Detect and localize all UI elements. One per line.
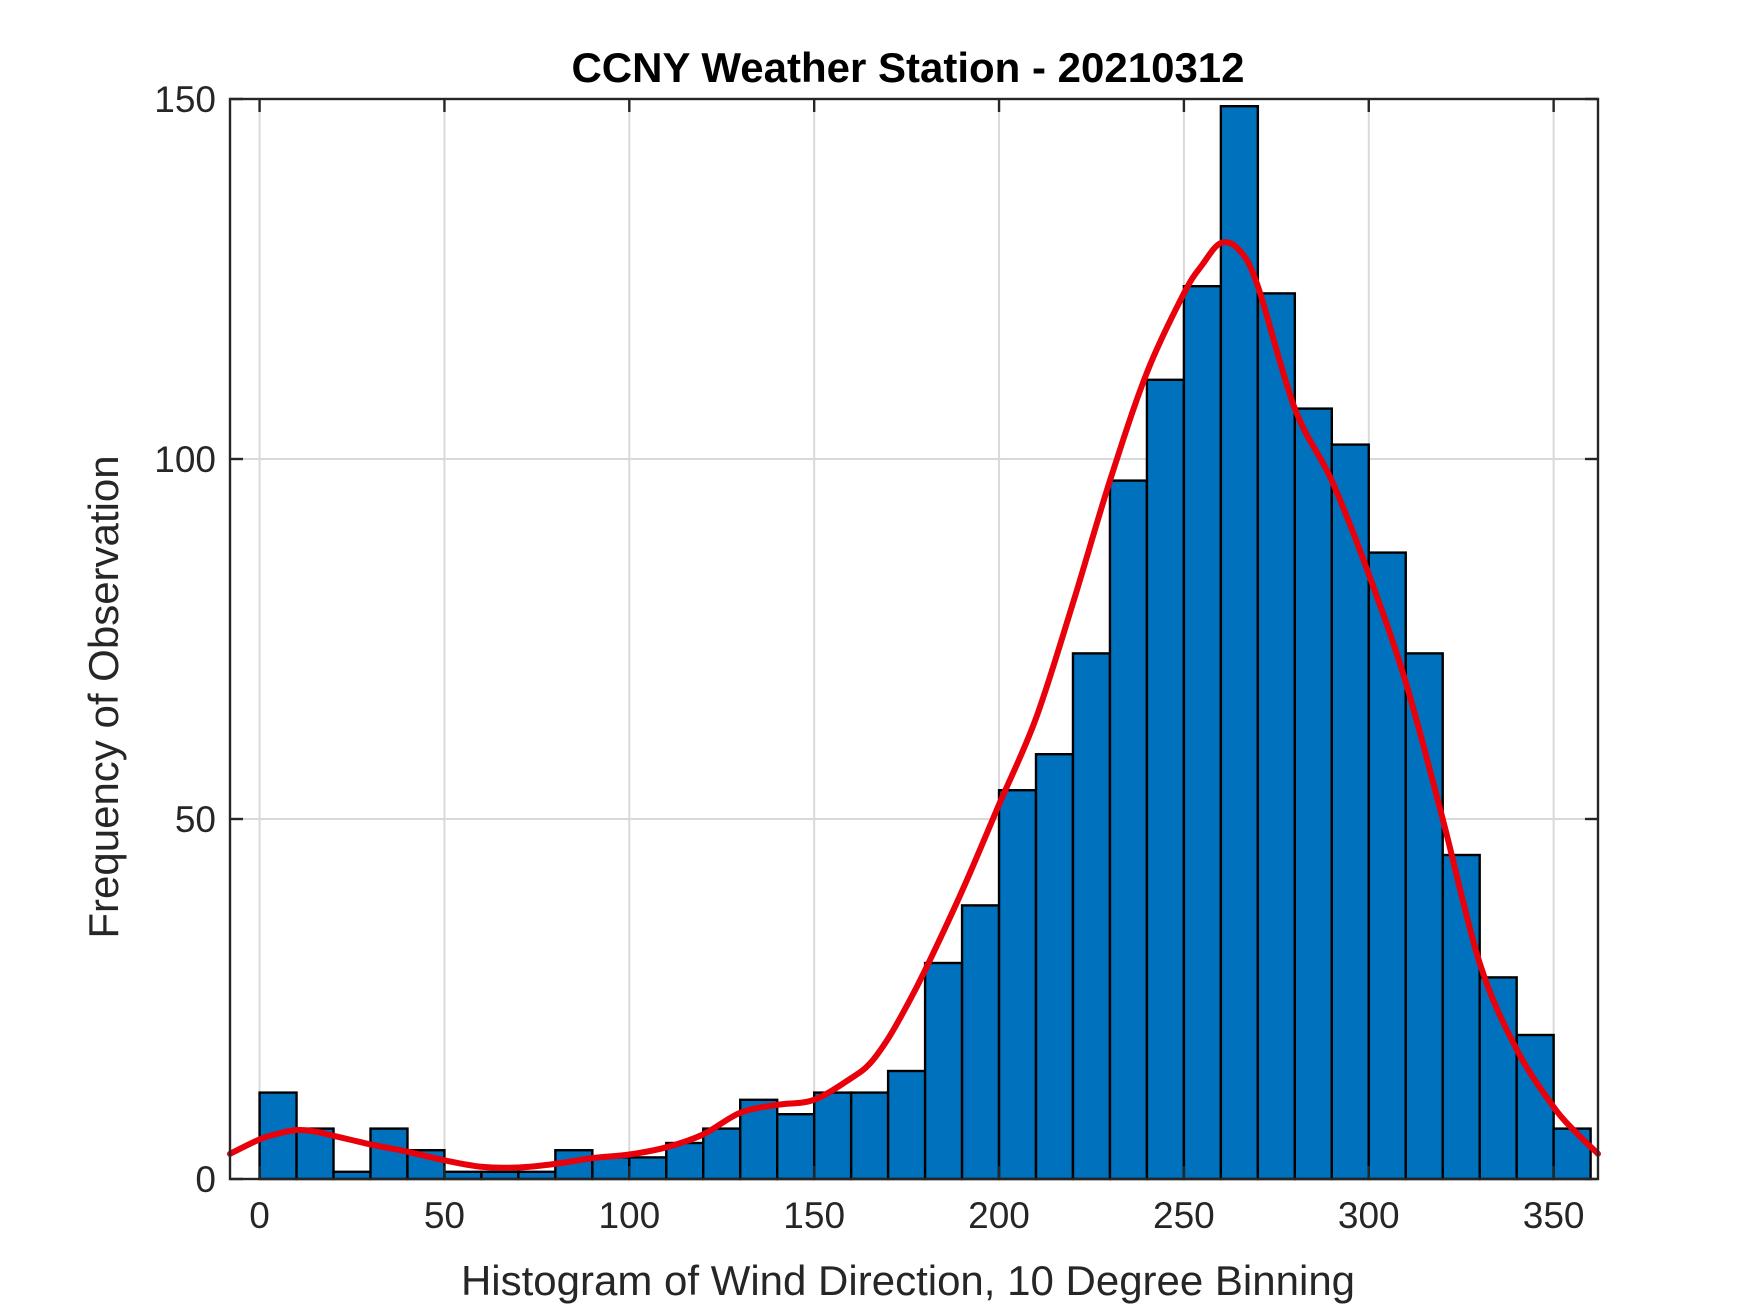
histogram-bar [886, 1069, 927, 1181]
histogram-bar [997, 789, 1038, 1181]
x-tick-label: 350 [1523, 1195, 1585, 1236]
histogram-bar [1404, 652, 1444, 1181]
x-tick-label: 300 [1338, 1195, 1400, 1236]
curve-layer [227, 239, 1601, 1171]
axes-layer [228, 97, 1600, 1181]
tick-labels: 0 50 100 150 200 250 300 350 0 50 100 150 [154, 79, 1584, 1236]
histogram-bar [1552, 1127, 1592, 1181]
histogram-bar [1182, 285, 1223, 1181]
fit-curve [227, 239, 1601, 1171]
x-tick-label: 50 [424, 1195, 465, 1236]
histogram-bar [702, 1127, 742, 1181]
y-tick-label: 100 [154, 439, 216, 480]
bars-layer [258, 104, 1592, 1181]
histogram-bar [1441, 853, 1481, 1181]
histogram-bar [1367, 551, 1407, 1181]
axes-box [228, 97, 1600, 1181]
histogram-bar [369, 1127, 409, 1181]
x-tick-label: 0 [249, 1195, 270, 1236]
y-axis-label: Frequency of Observation [80, 455, 127, 938]
histogram-bar [628, 1156, 668, 1181]
histogram-bar [812, 1091, 853, 1181]
histogram-bar [1108, 479, 1149, 1181]
chart-title: CCNY Weather Station - 20210312 [571, 44, 1244, 91]
y-tick-label: 150 [154, 79, 216, 120]
histogram-bar [1034, 753, 1075, 1181]
histogram-bar [923, 961, 964, 1181]
histogram-bar [1071, 652, 1112, 1181]
x-tick-label: 250 [1153, 1195, 1215, 1236]
histogram-bar [1256, 292, 1297, 1181]
x-tick-label: 150 [783, 1195, 845, 1236]
histogram-bar [1293, 407, 1333, 1181]
histogram-bar [960, 904, 1001, 1181]
x-tick-label: 200 [968, 1195, 1030, 1236]
histogram-bar [776, 1112, 816, 1181]
histogram-bar [591, 1156, 631, 1181]
histogram-bar [1145, 378, 1186, 1181]
y-tick-label: 50 [175, 799, 216, 840]
y-tick-label: 0 [195, 1159, 216, 1200]
x-axis-label: Histogram of Wind Direction, 10 Degree B… [461, 1257, 1355, 1304]
histogram-bar [849, 1091, 890, 1181]
x-tick-label: 100 [598, 1195, 660, 1236]
